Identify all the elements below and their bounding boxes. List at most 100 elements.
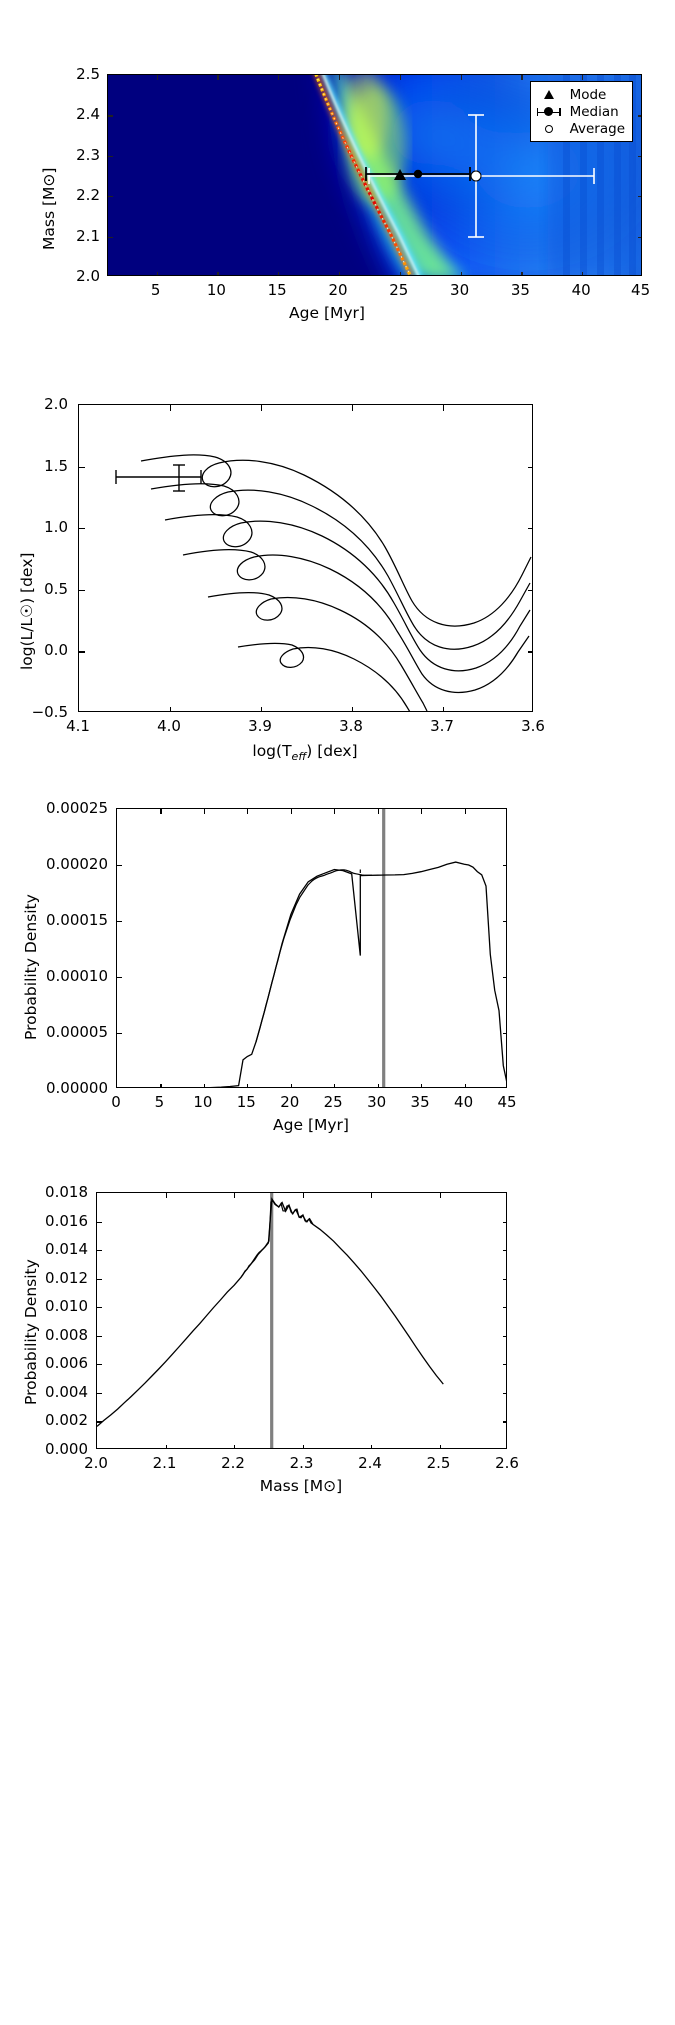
xtick-label: 10 (206, 281, 226, 299)
xtick-mark (247, 809, 249, 814)
xtick-mark (302, 1445, 304, 1448)
ytick-label: 2.5 (76, 65, 100, 83)
ytick-label: 0.018 (45, 1183, 88, 1201)
xtick-label: 3.7 (430, 717, 454, 735)
xtick-mark (464, 1084, 466, 1087)
xtick-mark (165, 1445, 167, 1448)
xtick-mark (290, 809, 292, 814)
ytick-mark (108, 115, 113, 117)
ytick-label: 0.010 (45, 1297, 88, 1316)
axis-label-mass: Mass [M⊙] (40, 167, 58, 250)
ytick-mark (117, 865, 122, 867)
xtick-label: 30 (367, 1093, 387, 1111)
ytick-mark (503, 865, 506, 867)
ytick-label: 0.00010 (45, 967, 108, 985)
xtick-mark (521, 272, 523, 275)
ytick-mark (503, 977, 506, 979)
ytick-mark (97, 1364, 102, 1366)
xtick-mark (582, 272, 584, 275)
xtick-label: 20 (328, 281, 348, 299)
xtick-mark (170, 405, 172, 411)
xtick-mark (421, 809, 423, 814)
xtick-label: 30 (450, 281, 470, 299)
xtick-mark (217, 272, 219, 275)
xtick-label: 2.6 (495, 1454, 519, 1472)
xtick-label: 2.5 (426, 1454, 451, 1472)
xtick-label: 0 (111, 1093, 121, 1111)
ytick-mark (528, 589, 532, 591)
xtick-mark (278, 272, 280, 275)
ytick-label: 2.4 (76, 105, 100, 124)
ytick-mark (117, 977, 122, 979)
age-pdf-curve (210, 809, 506, 1087)
xtick-mark (217, 75, 219, 80)
xtick-mark (339, 75, 341, 80)
ytick-label: 0.00025 (45, 799, 108, 817)
ytick-mark (638, 236, 641, 238)
xtick-mark (399, 272, 401, 275)
xtick-mark (439, 1445, 441, 1448)
xtick-mark (203, 809, 206, 814)
panel-age-mass-density: 2.5 2.4 2.3 2.2 2.1 2.0 Mass [M⊙] (0, 0, 675, 340)
open-circle-icon (536, 124, 562, 133)
xtick-label: 3.6 (521, 717, 545, 735)
xtick-label: 10 (193, 1093, 213, 1111)
xtick-mark (443, 405, 445, 411)
xtick-mark (261, 405, 263, 411)
xtick-label: 3.9 (248, 717, 272, 735)
xtick-mark (156, 272, 158, 275)
xtick-mark (160, 1084, 162, 1087)
ytick-mark (503, 1364, 506, 1366)
ytick-label: 0.00005 (45, 1023, 108, 1041)
axis-label-age: Age [Myr] (273, 1116, 349, 1134)
xtick-label: 40 (454, 1093, 474, 1111)
xtick-mark (302, 1193, 304, 1198)
xtick-label: 2.0 (84, 1454, 108, 1472)
xtick-mark (165, 1193, 167, 1198)
ytick-mark (528, 528, 532, 530)
xtick-label: 4.0 (157, 717, 181, 735)
xtick-mark (278, 75, 280, 80)
xtick-label: 5 (150, 281, 161, 299)
xtick-mark (156, 75, 158, 80)
observation-errorbar (115, 464, 202, 492)
ytick-label: 0.014 (45, 1240, 88, 1259)
ytick-mark (97, 1421, 102, 1423)
xtick-label: 3.8 (339, 717, 363, 735)
ytick-mark (108, 155, 113, 157)
ytick-label: 0.002 (45, 1411, 88, 1430)
xtick-mark (203, 1084, 206, 1087)
xtick-label: 15 (267, 281, 287, 299)
ytick-mark (117, 1033, 122, 1035)
ytick-label: 2.0 (44, 395, 68, 413)
panel-hr-diagram: 2.0 1.5 1.0 0.5 0.0 −0.5 log(L/L☉) [dex] (0, 380, 675, 790)
ytick-label: 1.5 (44, 456, 68, 475)
panel-mass-pdf: 0.018 0.016 0.014 0.012 0.010 0.008 0.00… (0, 1175, 675, 1505)
ytick-label: 0.000 (45, 1440, 88, 1458)
xtick-label: 45 (631, 281, 651, 299)
ytick-label: 2.2 (76, 186, 100, 205)
mode-marker-group (394, 169, 406, 180)
median-marker-group (365, 167, 471, 181)
ytick-mark (79, 466, 85, 468)
plot-area-hr (78, 404, 533, 712)
xtick-label: 2.3 (289, 1454, 314, 1472)
ytick-mark (79, 651, 85, 653)
xtick-label: 2.4 (358, 1454, 382, 1472)
filled-circle-errorbar-icon (536, 107, 562, 116)
ytick-mark (79, 528, 85, 530)
legend-item-median: Median (536, 103, 625, 120)
xtick-mark (460, 272, 462, 275)
ytick-mark (528, 466, 532, 468)
axis-label-teff: log(Teff) [dex] (252, 742, 358, 764)
xtick-label: 25 (389, 281, 409, 299)
xtick-mark (160, 809, 162, 814)
ytick-mark (503, 1421, 506, 1423)
ytick-label: 0.004 (45, 1382, 88, 1401)
xtick-label: 25 (323, 1093, 343, 1111)
xtick-mark (352, 707, 354, 711)
xtick-label: 15 (236, 1093, 256, 1111)
axis-label-mass: Mass [M⊙] (259, 1477, 343, 1495)
ytick-label: 0.0 (44, 641, 68, 660)
